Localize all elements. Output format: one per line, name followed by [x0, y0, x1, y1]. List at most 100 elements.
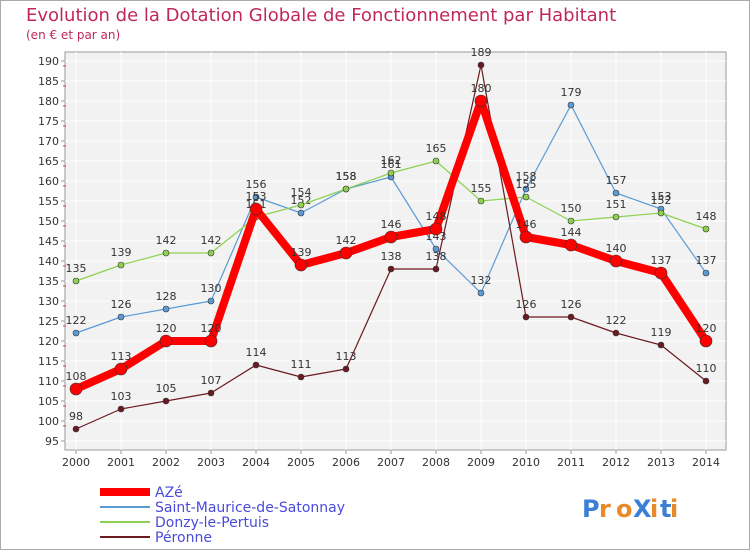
data-point: [567, 217, 575, 225]
data-point: [654, 266, 668, 280]
data-point: [432, 245, 440, 253]
y-axis: 95 100 105 110 115 120 125 130 135 140 145 150 155 16…: [38, 55, 66, 448]
chart-title: Evolution de la Dotation Globale de Fonc…: [26, 5, 616, 26]
y-tick-label: 165: [38, 155, 59, 168]
legend: AZéSaint-Maurice-de-SatonnayDonzy-le-Per…: [100, 485, 345, 546]
data-point: [702, 377, 710, 385]
data-label: 130: [201, 282, 222, 295]
y-tick-label: 180: [38, 95, 59, 108]
x-tick-label: 2014: [692, 456, 720, 469]
data-point: [117, 261, 125, 269]
data-label: 135: [66, 262, 87, 275]
data-point: [249, 202, 263, 216]
data-label: 122: [606, 314, 627, 327]
x-axis: 2000 2001 2002 2003 2004 2005 2006 2007 2008 2009…: [62, 450, 720, 469]
data-point: [477, 289, 485, 297]
data-label: 146: [516, 218, 537, 231]
data-label: 138: [381, 250, 402, 263]
data-point: [657, 341, 665, 349]
series-layer: 1221261281301561521581611431321581791571…: [66, 46, 717, 433]
data-point: [162, 397, 170, 405]
data-label: 140: [606, 242, 627, 255]
data-label: 153: [651, 190, 672, 203]
data-label: 179: [561, 86, 582, 99]
data-label: 126: [111, 298, 132, 311]
data-point: [72, 425, 80, 433]
data-label: 128: [156, 290, 177, 303]
legend-label: AZé: [155, 485, 183, 501]
data-label: 155: [516, 178, 537, 191]
data-label: 165: [426, 142, 447, 155]
y-tick-label: 175: [38, 115, 59, 128]
data-label: 162: [381, 154, 402, 167]
data-label: 120: [156, 322, 177, 335]
data-label: 142: [201, 234, 222, 247]
data-point: [114, 362, 128, 376]
data-point: [477, 197, 485, 205]
y-tick-label: 160: [38, 175, 59, 188]
data-point: [657, 209, 665, 217]
data-point: [339, 246, 353, 260]
data-label: 108: [66, 370, 87, 383]
x-tick-label: 2012: [602, 456, 630, 469]
x-tick-label: 2001: [107, 456, 135, 469]
x-tick-label: 2011: [557, 456, 585, 469]
x-tick-label: 2003: [197, 456, 225, 469]
data-point: [207, 297, 215, 305]
data-label: 139: [291, 246, 312, 259]
data-point: [69, 382, 83, 396]
data-label: 103: [111, 390, 132, 403]
data-point: [567, 313, 575, 321]
data-point: [609, 254, 623, 268]
data-label: 157: [606, 174, 627, 187]
data-label: 161: [381, 158, 402, 171]
data-point: [204, 334, 218, 348]
y-tick-label: 95: [45, 435, 59, 448]
data-label: 158: [336, 170, 357, 183]
data-label: 113: [336, 350, 357, 363]
logo-letter: P: [582, 495, 600, 523]
data-label: 151: [606, 198, 627, 211]
data-label: 137: [651, 254, 672, 267]
x-tick-label: 2005: [287, 456, 315, 469]
data-point: [72, 277, 80, 285]
data-label: 150: [561, 202, 582, 215]
data-label: 148: [696, 210, 717, 223]
y-tick-label: 135: [38, 275, 59, 288]
data-point: [162, 249, 170, 257]
logo-letter: X: [633, 495, 652, 523]
data-label: 148: [426, 210, 447, 223]
data-point: [567, 101, 575, 109]
data-label: 111: [291, 358, 312, 371]
data-label: 120: [201, 322, 222, 335]
data-label: 142: [336, 234, 357, 247]
data-point: [342, 185, 350, 193]
data-point: [117, 313, 125, 321]
data-point: [342, 365, 350, 373]
data-label: 113: [111, 350, 132, 363]
data-label: 152: [651, 194, 672, 207]
data-point: [384, 230, 398, 244]
data-point: [612, 189, 620, 197]
data-point: [429, 222, 443, 236]
data-point: [699, 334, 713, 348]
x-tick-label: 2007: [377, 456, 405, 469]
data-point: [522, 193, 530, 201]
y-tick-label: 155: [38, 195, 59, 208]
data-label: 153: [246, 190, 267, 203]
data-point: [522, 313, 530, 321]
data-point: [162, 305, 170, 313]
legend-label: Donzy-le-Pertuis: [155, 515, 269, 531]
y-tick-label: 120: [38, 335, 59, 348]
x-tick-label: 2002: [152, 456, 180, 469]
data-label: 138: [426, 250, 447, 263]
data-point: [432, 157, 440, 165]
data-label: 122: [66, 314, 87, 327]
data-point: [702, 225, 710, 233]
x-tick-label: 2000: [62, 456, 90, 469]
x-tick-label: 2004: [242, 456, 270, 469]
data-point: [207, 389, 215, 397]
y-tick-label: 190: [38, 55, 59, 68]
